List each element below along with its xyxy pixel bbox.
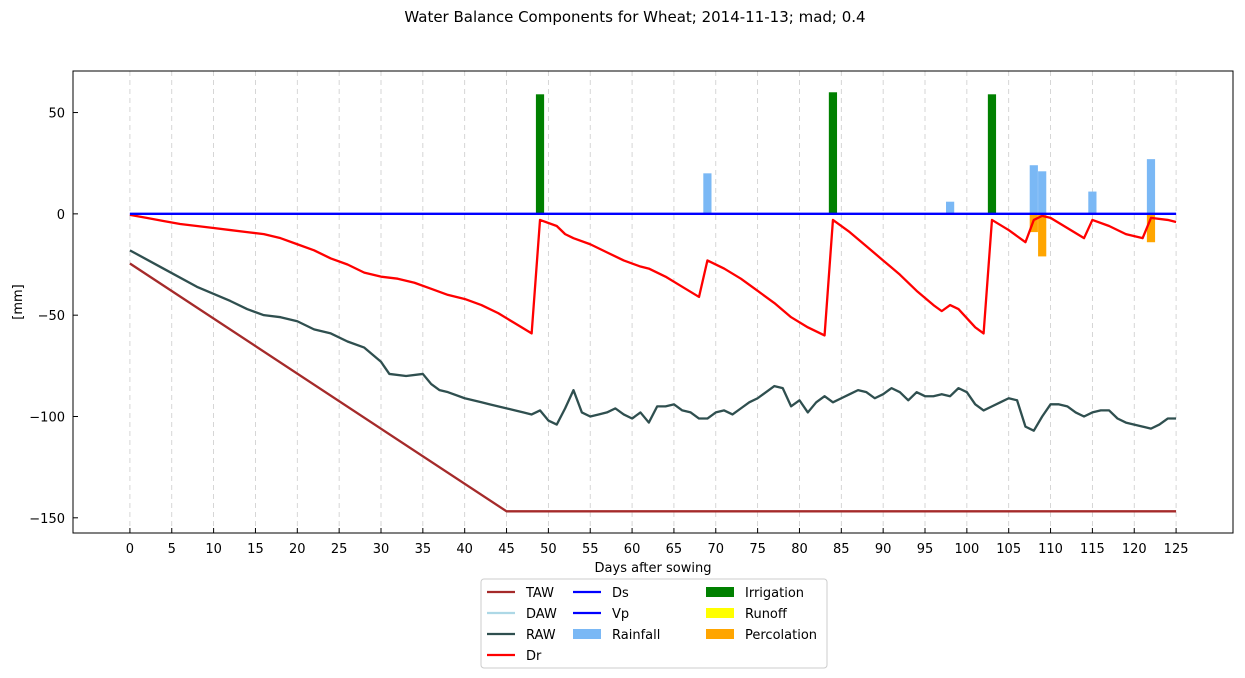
x-tick-label: 35 xyxy=(415,542,432,557)
y-tick-label: −100 xyxy=(29,410,65,425)
legend-label-vp: Vp xyxy=(612,607,629,622)
legend-box xyxy=(480,578,828,669)
x-tick-label: 5 xyxy=(168,542,176,557)
legend-label-rainfall: Rainfall xyxy=(612,628,660,643)
x-tick-label: 65 xyxy=(666,542,683,557)
x-tick-label: 90 xyxy=(875,542,892,557)
x-tick-label: 50 xyxy=(540,542,557,557)
rainfall-bar xyxy=(1029,165,1038,214)
legend-swatch-percolation xyxy=(706,629,734,639)
legend-label-taw: TAW xyxy=(525,586,554,601)
legend-swatch-rainfall xyxy=(573,629,601,639)
raw-line xyxy=(129,249,1177,432)
y-tick-label: −50 xyxy=(38,309,65,324)
x-tick-label: 30 xyxy=(373,542,390,557)
legend-swatch-irrigation xyxy=(706,587,734,597)
percolation-bar xyxy=(1146,213,1156,243)
series-lines xyxy=(129,212,1177,513)
chart-title: Water Balance Components for Wheat; 2014… xyxy=(404,8,865,26)
x-tick-label: 15 xyxy=(247,542,264,557)
x-tick-label: 95 xyxy=(917,542,934,557)
irrigation-bar xyxy=(987,94,997,214)
x-tick-label: 40 xyxy=(456,542,473,557)
rainfall-bar xyxy=(703,173,712,214)
legend-label-runoff: Runoff xyxy=(745,607,788,622)
bars xyxy=(535,92,1156,257)
x-tick-label: 60 xyxy=(624,542,641,557)
x-tick-label: 10 xyxy=(205,542,222,557)
legend-label-irrigation: Irrigation xyxy=(745,586,804,601)
rainfall-bar xyxy=(1088,191,1097,214)
x-tick-label: 85 xyxy=(833,542,850,557)
x-tick-label: 25 xyxy=(331,542,348,557)
rainfall-bar xyxy=(1038,171,1047,214)
dr-line xyxy=(129,213,1177,337)
x-tick-label: 115 xyxy=(1080,542,1105,557)
x-tick-label: 100 xyxy=(954,542,979,557)
legend: TAW DAW RAW Dr Ds Vp Rainfall Irrigation Runoff P… xyxy=(480,578,828,669)
x-tick-label: 120 xyxy=(1122,542,1147,557)
x-tick-label: 70 xyxy=(707,542,724,557)
x-axis-ticks: 0 5 10 15 20 25 30 35 40 45 50 55 60 65 70 75 80 85 90 95 10… xyxy=(126,528,1189,557)
rainfall-bar xyxy=(946,201,955,214)
irrigation-bar xyxy=(535,94,545,214)
x-tick-label: 45 xyxy=(498,542,515,557)
y-tick-label: 50 xyxy=(48,107,65,122)
x-tick-label: 80 xyxy=(791,542,808,557)
legend-label-daw: DAW xyxy=(526,607,557,622)
percolation-bar xyxy=(1038,213,1047,257)
legend-label-raw: RAW xyxy=(526,628,556,643)
x-tick-label: 0 xyxy=(126,542,134,557)
irrigation-bar xyxy=(828,92,838,214)
legend-label-ds: Ds xyxy=(612,586,629,601)
taw-line xyxy=(129,262,1177,513)
y-axis-ticks: 50 0 −50 −100 −150 xyxy=(29,107,78,527)
x-tick-label: 20 xyxy=(289,542,306,557)
x-axis-label: Days after sowing xyxy=(595,561,712,576)
y-tick-label: −150 xyxy=(29,512,65,527)
x-tick-label: 55 xyxy=(582,542,599,557)
grid xyxy=(129,71,1177,533)
legend-label-percolation: Percolation xyxy=(745,628,817,643)
x-tick-label: 75 xyxy=(749,542,766,557)
x-tick-label: 105 xyxy=(996,542,1021,557)
x-tick-label: 110 xyxy=(1038,542,1063,557)
x-tick-label: 125 xyxy=(1164,542,1189,557)
rainfall-bar xyxy=(1146,159,1156,214)
plot-frame xyxy=(72,70,1234,534)
legend-label-dr: Dr xyxy=(526,649,542,664)
y-axis-label: [mm] xyxy=(11,284,26,319)
y-tick-label: 0 xyxy=(57,208,65,223)
legend-swatch-runoff xyxy=(706,608,734,618)
